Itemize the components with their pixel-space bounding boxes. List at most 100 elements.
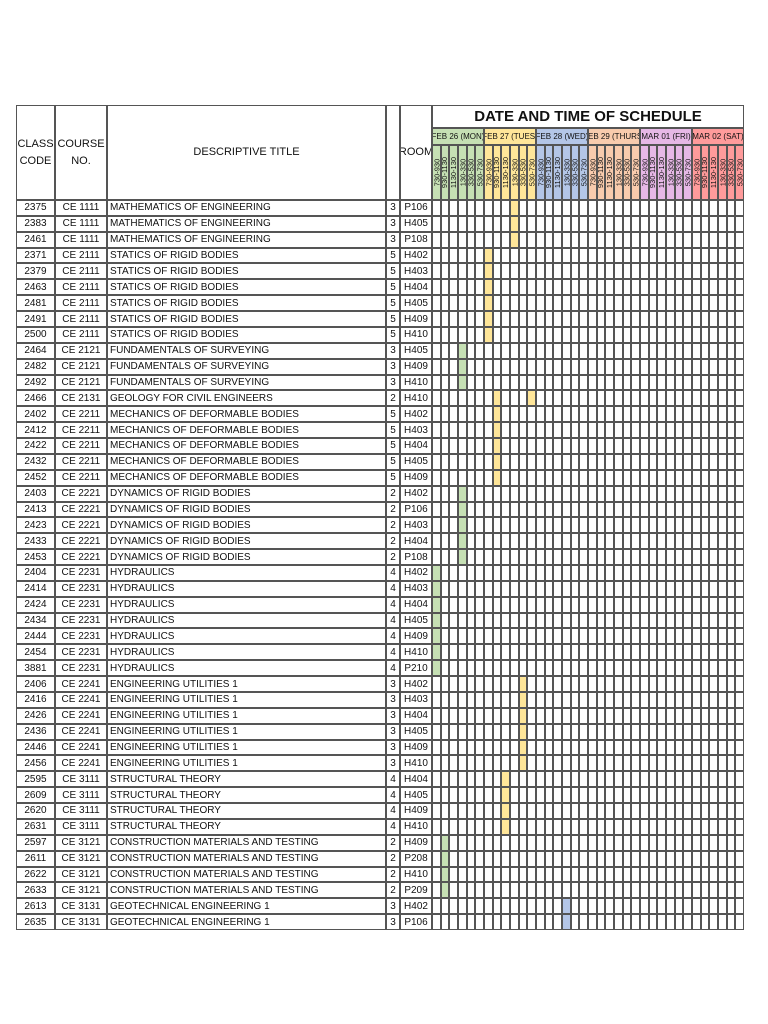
slot: [510, 691, 519, 708]
slot: [648, 215, 658, 232]
slot: [588, 565, 597, 581]
course-title: MECHANICS OF DEFORMABLE BODIES: [107, 422, 386, 439]
slot: [657, 850, 666, 867]
slot: [614, 818, 623, 835]
slot: [466, 263, 476, 280]
slot: [518, 374, 528, 391]
slot: [700, 660, 710, 677]
scheduled-slot: [432, 644, 441, 661]
slot: [631, 834, 640, 851]
slot: [640, 596, 649, 613]
slot: [536, 374, 545, 391]
slot: [518, 818, 528, 835]
slot: [683, 231, 692, 248]
slot: [579, 200, 588, 216]
course-title: DYNAMICS OF RIGID BODIES: [107, 501, 386, 518]
slot: [458, 914, 467, 930]
room: H409: [400, 803, 432, 819]
slot: [709, 326, 718, 343]
slot: [440, 898, 450, 915]
slot: [553, 311, 562, 327]
slot: [596, 771, 606, 788]
slot: [735, 914, 744, 930]
slot: [692, 691, 701, 708]
slot: [440, 501, 450, 518]
slot: [726, 342, 736, 359]
slot: [683, 215, 692, 232]
slot: [631, 422, 640, 439]
slot: [631, 501, 640, 518]
slot: [553, 739, 562, 756]
slot: [605, 898, 614, 915]
slot-header: 930-1130: [700, 145, 710, 200]
units: 3: [386, 231, 400, 248]
slot-header: 730-930: [588, 145, 597, 200]
slot: [501, 422, 510, 439]
slot: [466, 723, 476, 740]
room: H403: [400, 263, 432, 280]
slot: [588, 485, 597, 502]
slot: [492, 850, 502, 867]
slot: [666, 469, 675, 486]
slot: [614, 326, 623, 343]
slot: [640, 882, 649, 899]
slot: [692, 485, 701, 502]
slot: [510, 580, 519, 597]
slot: [518, 263, 528, 280]
units: 4: [386, 612, 400, 629]
slot: [657, 358, 666, 375]
slot: [579, 565, 588, 581]
class-code: 2631: [16, 818, 55, 835]
slot: [484, 787, 493, 804]
slot: [544, 390, 554, 407]
slot: [527, 787, 536, 804]
course-no: CE 3111: [55, 787, 107, 804]
slot: [475, 549, 484, 565]
slot: [588, 374, 597, 391]
slot: [674, 850, 684, 867]
slot: [700, 485, 710, 502]
room: H409: [400, 739, 432, 756]
room: H403: [400, 580, 432, 597]
slot: [622, 739, 632, 756]
course-no: CE 2231: [55, 628, 107, 645]
slot: [692, 739, 701, 756]
scheduled-slot: [484, 295, 493, 312]
course-no: CE 2231: [55, 580, 107, 597]
slot: [700, 644, 710, 661]
slot: [544, 453, 554, 470]
slot: [657, 898, 666, 915]
slot: [518, 438, 528, 454]
slot: [579, 263, 588, 280]
slot: [683, 787, 692, 804]
slot: [588, 247, 597, 264]
class-code: 2426: [16, 707, 55, 724]
course-title: STRUCTURAL THEORY: [107, 787, 386, 804]
slot: [640, 501, 649, 518]
slot: [614, 342, 623, 359]
slot: [657, 612, 666, 629]
slot: [562, 580, 571, 597]
slot: [458, 453, 467, 470]
slot: [631, 691, 640, 708]
slot: [657, 549, 666, 565]
slot: [614, 803, 623, 819]
slot: [518, 390, 528, 407]
slot: [579, 215, 588, 232]
slot: [683, 453, 692, 470]
slot: [588, 517, 597, 534]
slot: [536, 644, 545, 661]
slot: [726, 422, 736, 439]
slot: [605, 628, 614, 645]
slot: [726, 771, 736, 788]
slot: [544, 898, 554, 915]
slot: [588, 549, 597, 565]
slot: [510, 311, 519, 327]
slot: [640, 914, 649, 930]
slot: [735, 628, 744, 645]
room: H405: [400, 453, 432, 470]
slot: [692, 231, 701, 248]
slot: [432, 469, 441, 486]
slot: [692, 342, 701, 359]
slot: [692, 818, 701, 835]
